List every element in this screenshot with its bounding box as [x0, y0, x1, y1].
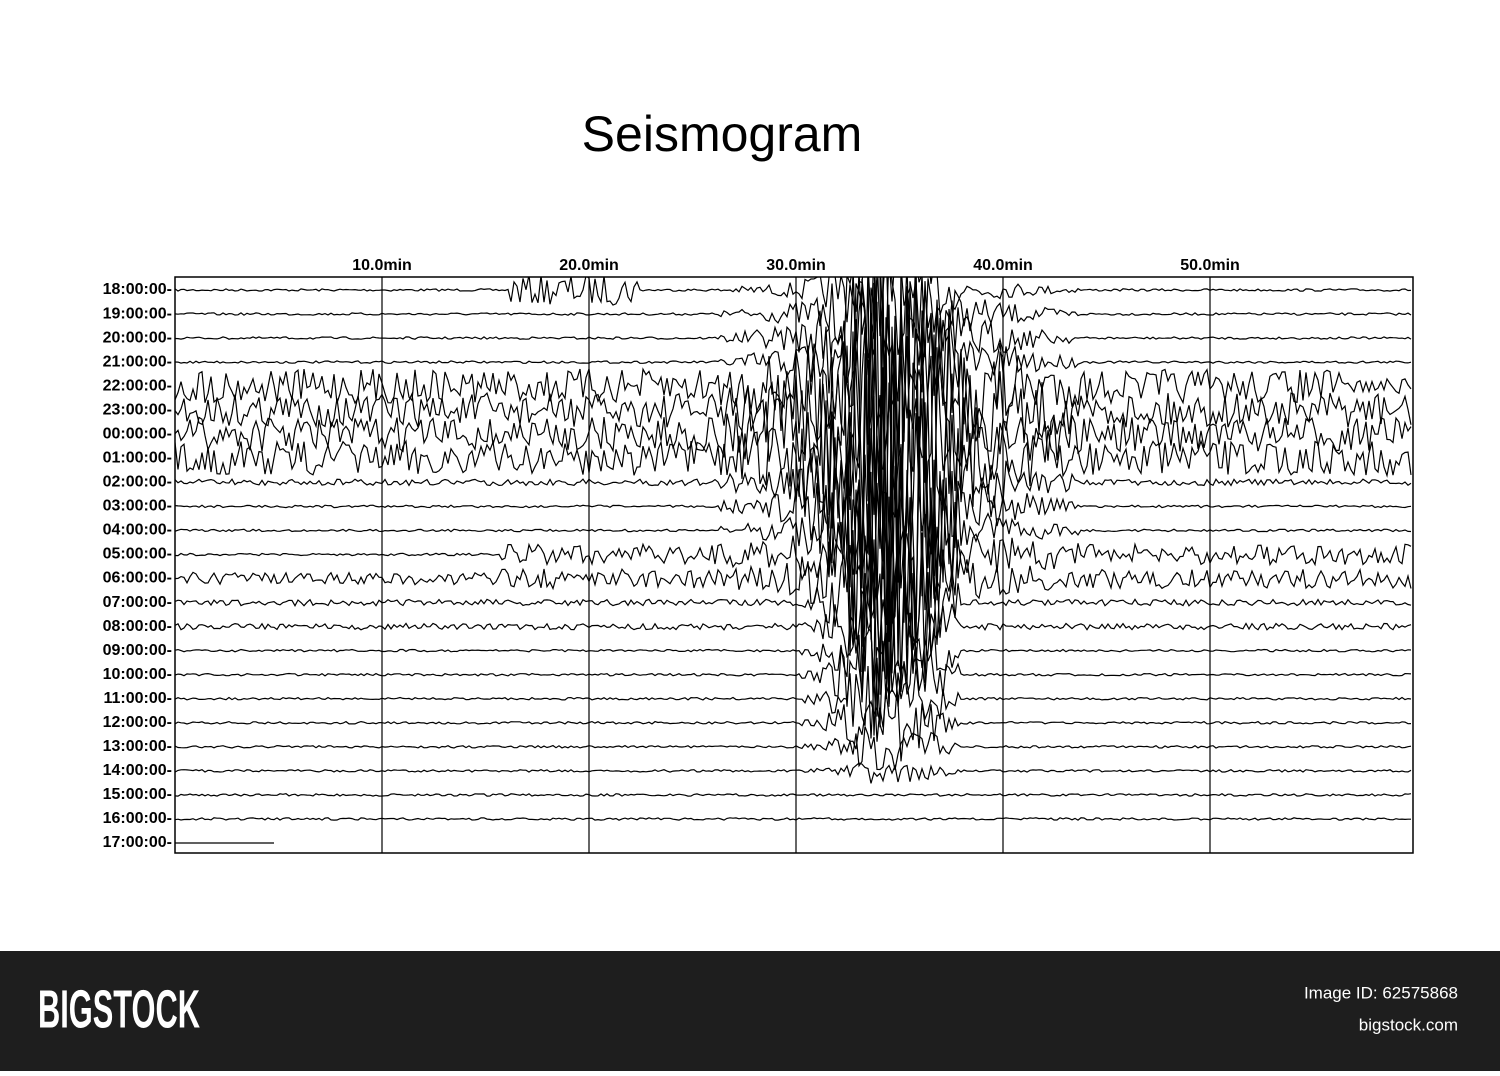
footer-band — [0, 951, 1500, 1071]
trace — [175, 402, 1412, 705]
footer-logo: BIGSTOCK — [38, 979, 200, 1039]
trace — [175, 317, 1412, 667]
trace — [175, 817, 1411, 821]
time-tick-label: 30.0min — [766, 257, 826, 274]
traces — [175, 277, 1412, 844]
row-label: 03:00:00- — [103, 498, 172, 515]
row-label: 09:00:00- — [103, 642, 172, 659]
trace — [175, 277, 1412, 514]
trace — [175, 614, 1412, 736]
trace — [175, 277, 1412, 623]
row-label: 18:00:00- — [103, 281, 172, 298]
trace — [175, 282, 1412, 470]
time-tick-label: 20.0min — [559, 257, 619, 274]
trace — [175, 491, 1412, 707]
plot-frame — [174, 276, 1414, 854]
trace — [175, 301, 1412, 555]
trace — [175, 395, 1412, 683]
row-label: 01:00:00- — [103, 450, 172, 467]
image-id: Image ID: 62575868 — [1304, 983, 1458, 1002]
row-label: 16:00:00- — [103, 810, 172, 827]
row-label: 05:00:00- — [103, 546, 172, 563]
trace — [175, 367, 1412, 680]
row-label: 22:00:00- — [103, 377, 172, 394]
row-label: 00:00:00- — [103, 425, 172, 442]
row-label: 07:00:00- — [103, 594, 172, 611]
trace — [175, 792, 1412, 797]
trace — [175, 277, 1412, 340]
row-label: 12:00:00- — [103, 714, 172, 731]
row-label: 21:00:00- — [103, 353, 172, 370]
row-label: 08:00:00- — [103, 618, 172, 635]
time-tick-label: 40.0min — [973, 257, 1033, 274]
site: bigstock.com — [1359, 1015, 1458, 1034]
trace — [175, 277, 1412, 590]
trace — [175, 496, 1412, 672]
row-label: 10:00:00- — [103, 666, 172, 683]
trace — [175, 577, 1412, 705]
trace — [175, 536, 1412, 717]
row-label: 23:00:00- — [103, 401, 172, 418]
row-label: 14:00:00- — [103, 762, 172, 779]
row-label: 06:00:00- — [103, 570, 172, 587]
row-label: 15:00:00- — [103, 786, 172, 803]
row-label: 11:00:00- — [104, 690, 173, 707]
trace — [175, 665, 1412, 742]
trace — [175, 684, 1412, 762]
trace — [175, 726, 1412, 771]
time-tick-label: 50.0min — [1180, 257, 1240, 274]
row-label: 13:00:00- — [103, 738, 172, 755]
row-label: 02:00:00- — [103, 474, 172, 491]
time-tick-label: 10.0min — [352, 257, 412, 274]
trace — [175, 277, 1412, 381]
row-label: 17:00:00- — [103, 834, 172, 851]
title: Seismogram — [582, 106, 863, 162]
trace — [175, 277, 1412, 424]
trace — [175, 762, 1412, 784]
row-label: 04:00:00- — [103, 522, 172, 539]
row-label: 20:00:00- — [103, 329, 172, 346]
row-label: 19:00:00- — [103, 305, 172, 322]
